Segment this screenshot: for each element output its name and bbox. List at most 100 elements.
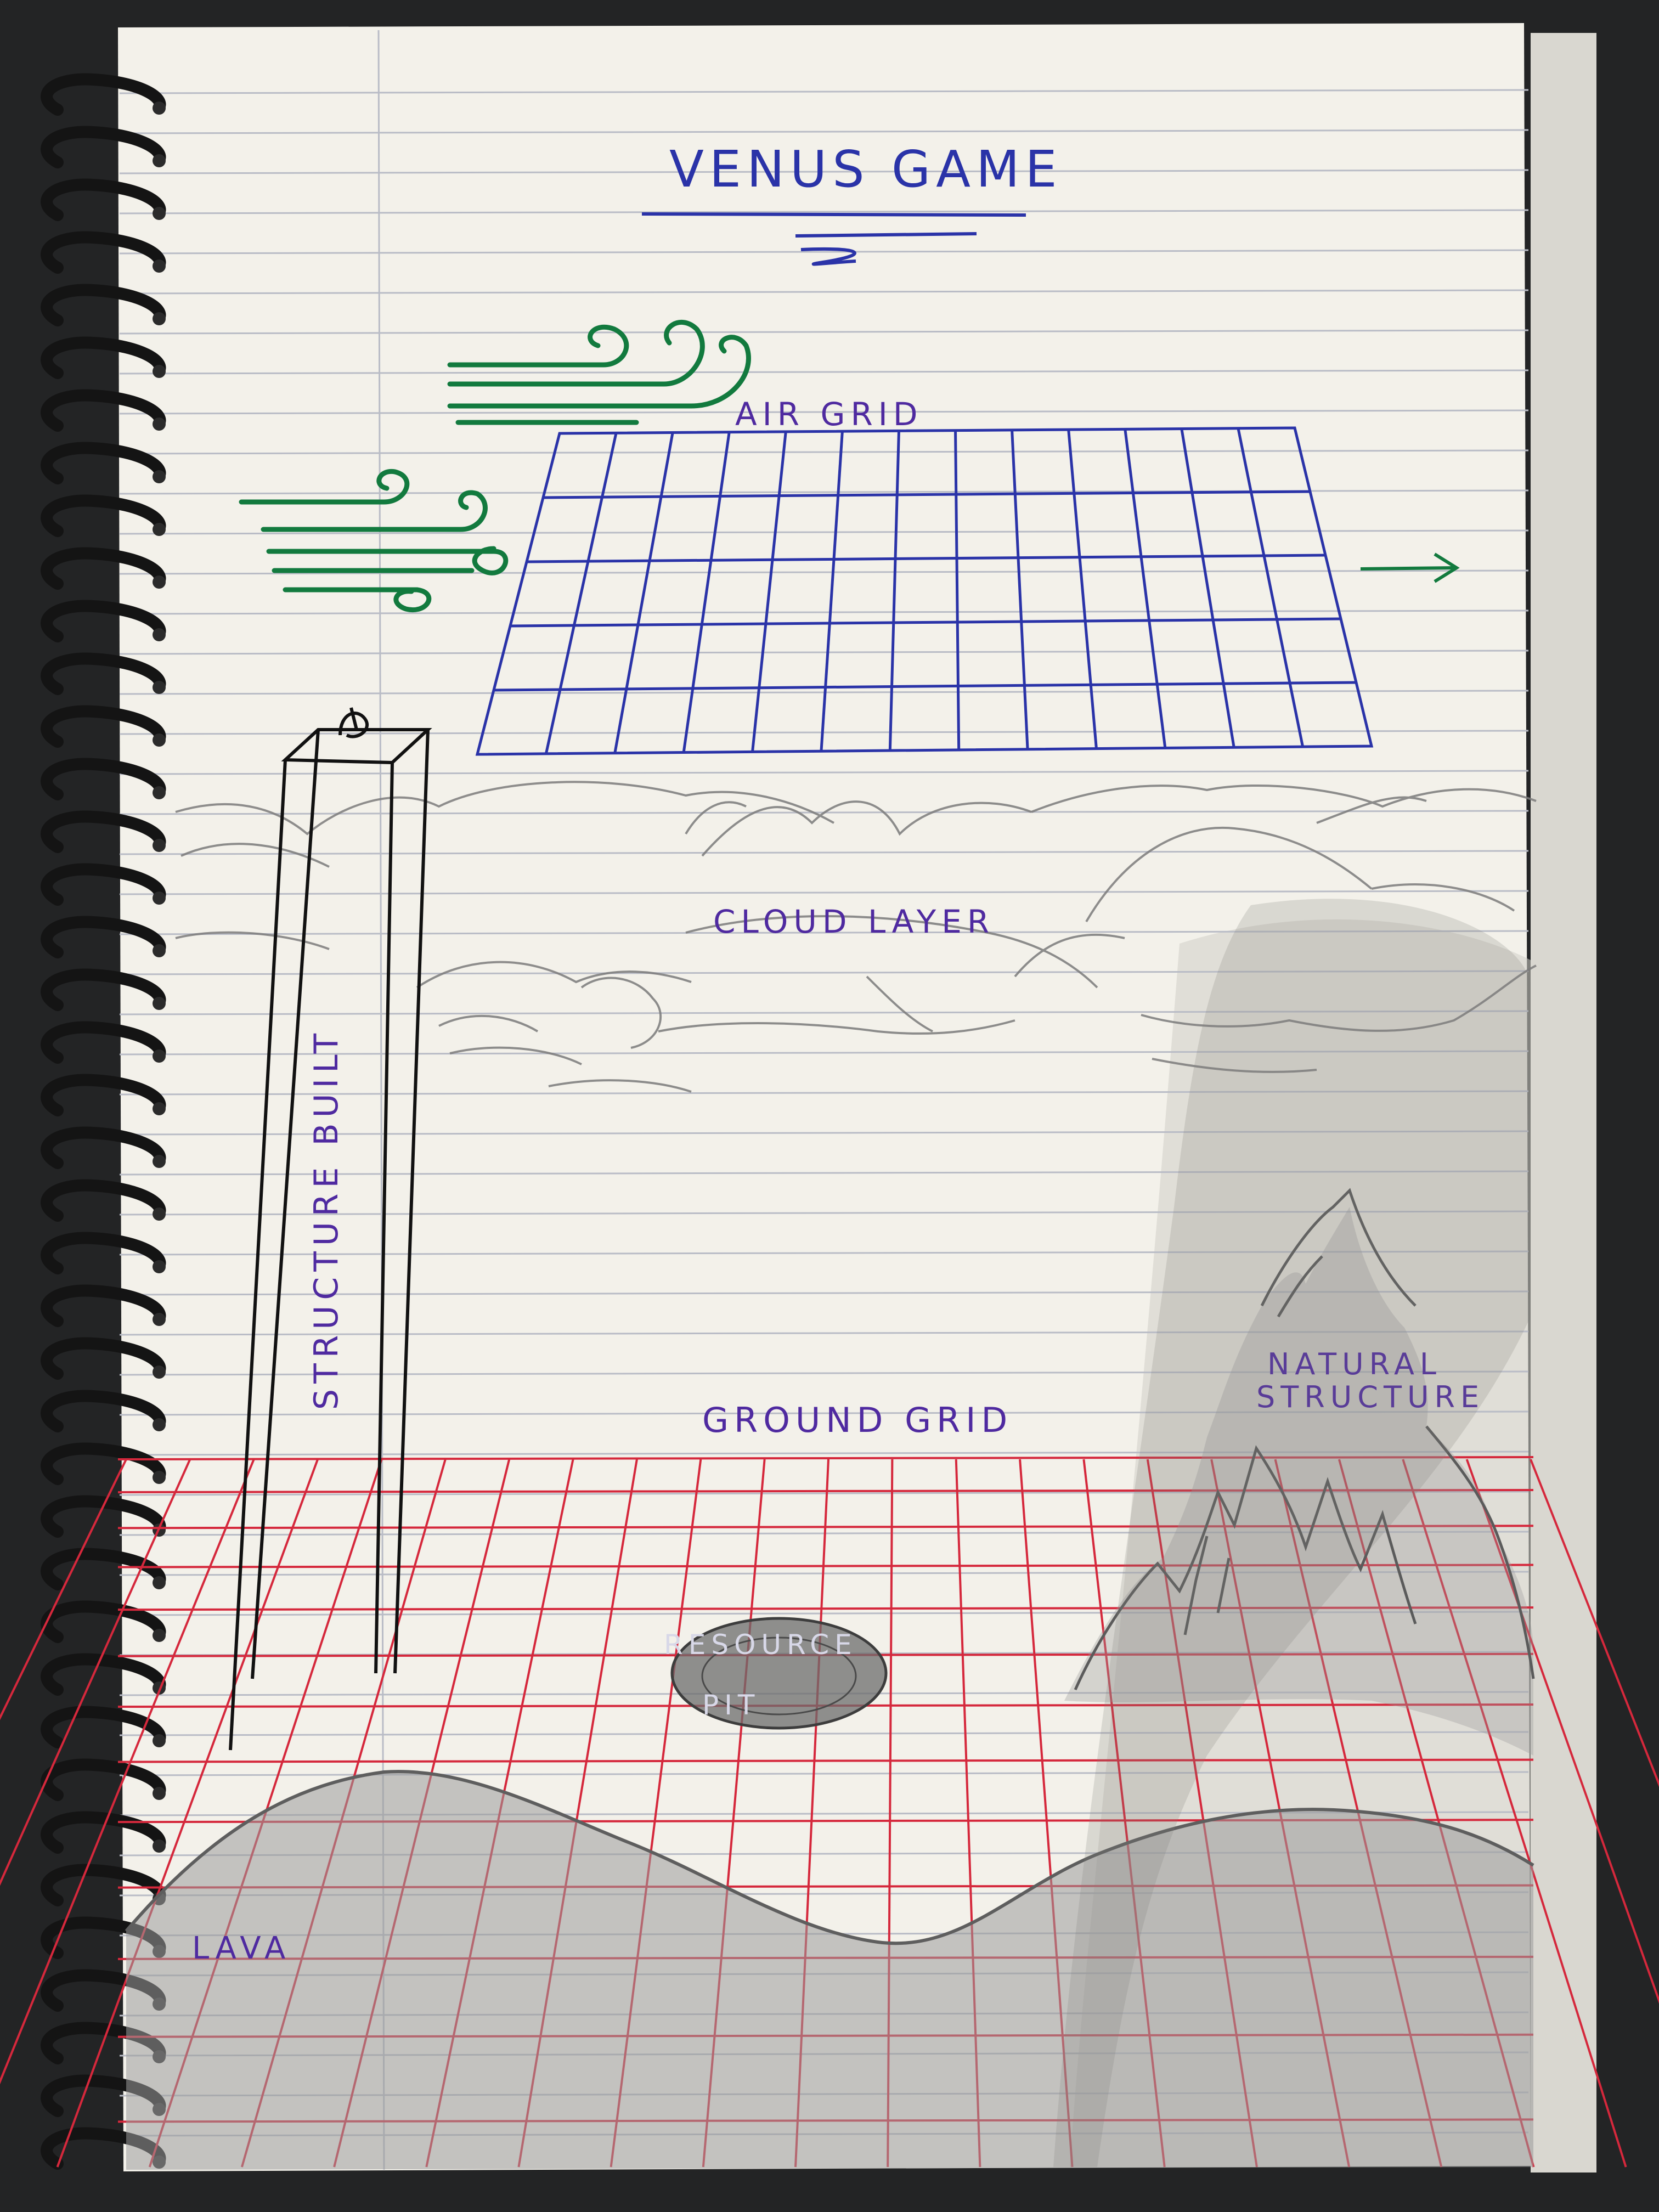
- spiral-coil: [41, 284, 166, 326]
- rule-line: [119, 569, 1529, 575]
- ground-grid-line: [0, 1459, 191, 1886]
- spiral-hole: [153, 1049, 166, 1063]
- spiral-coil: [41, 73, 166, 116]
- air-grid-line: [751, 431, 787, 752]
- air-grid: [475, 426, 1374, 756]
- rule-line: [119, 610, 1529, 615]
- rule-line: [119, 529, 1529, 535]
- lava-label: LAVA: [192, 1931, 291, 1966]
- spiral-hole: [153, 1155, 166, 1168]
- spiral-hole: [153, 1471, 166, 1484]
- page-stack-edge: [1531, 33, 1596, 2172]
- spiral-coil: [41, 600, 166, 642]
- spiral-hole: [153, 101, 166, 115]
- spiral-hole: [153, 1260, 166, 1273]
- rule-line: [119, 369, 1529, 375]
- rule-line: [119, 1050, 1529, 1056]
- title-underline: [641, 212, 1026, 266]
- spiral-hole: [153, 1365, 166, 1379]
- spiral-coil: [41, 810, 166, 853]
- rule-line: [119, 169, 1529, 174]
- spiral-hole: [153, 575, 166, 589]
- spiral-hole: [153, 891, 166, 905]
- cloud-layer-label: CLOUD LAYER: [713, 903, 995, 940]
- spiral-coil: [41, 652, 166, 695]
- spiral-coil: [41, 916, 166, 958]
- resource-pit: [670, 1617, 888, 1730]
- air-grid-line: [526, 554, 1326, 563]
- spiral-coil: [41, 1179, 166, 1222]
- air-grid-line: [543, 490, 1311, 499]
- spiral-hole: [153, 944, 166, 957]
- ground-grid-label: GROUND GRID: [702, 1400, 1013, 1440]
- shadow-overlay: [1053, 899, 1531, 2168]
- spiral-coil: [41, 442, 166, 484]
- spiral-coil: [41, 758, 166, 800]
- rule-line: [119, 730, 1529, 735]
- rule-line: [119, 289, 1529, 295]
- cloud-layer: [175, 781, 1537, 1093]
- spiral-coil: [41, 1390, 166, 1432]
- spiral-coil: [41, 126, 166, 168]
- spiral-coil: [41, 336, 166, 379]
- spiral-coil: [41, 178, 166, 221]
- air-grid-line: [1011, 430, 1029, 749]
- ground-grid-line: [0, 1459, 255, 2085]
- spiral-hole: [153, 733, 166, 747]
- spiral-coil: [41, 1706, 166, 1748]
- ground-grid-line: [117, 1758, 1534, 1763]
- ground-grid-line: [117, 1564, 1534, 1568]
- spiral-coil: [41, 1337, 166, 1380]
- rule-line: [119, 129, 1529, 134]
- rule-line: [119, 850, 1529, 855]
- spiral-hole: [153, 1418, 166, 1431]
- spiral-coil: [41, 547, 166, 590]
- spiral-coil: [41, 494, 166, 537]
- rule-line: [119, 329, 1529, 335]
- ground-grid-line: [1530, 1459, 1659, 1787]
- spiral-hole: [153, 470, 166, 483]
- spiral-coil: [41, 231, 166, 274]
- ground-grid-line: [0, 1459, 127, 1720]
- ground-grid-line: [56, 1459, 319, 2168]
- built-structure: [229, 707, 432, 1751]
- air-grid-line: [544, 432, 618, 754]
- rule-line: [119, 930, 1529, 935]
- spiral-coil: [41, 1074, 166, 1116]
- spiral-hole: [153, 1734, 166, 1747]
- ground-grid-line: [117, 1488, 1534, 1493]
- resource-pit-label-line2: PIT: [702, 1689, 760, 1721]
- rule-line: [119, 970, 1529, 975]
- spiral-coil: [41, 1653, 166, 1696]
- spiral-coil: [41, 1442, 166, 1485]
- spiral-hole: [153, 681, 166, 694]
- natural-structure: [1064, 1188, 1535, 1756]
- arrow-right-icon: [1360, 552, 1460, 583]
- spiral-coil: [41, 389, 166, 432]
- spiral-coil: [41, 1126, 166, 1169]
- air-grid-line: [613, 432, 674, 754]
- rule-line: [119, 770, 1529, 775]
- ground-grid-line: [1402, 1459, 1627, 2168]
- air-grid-line: [1237, 428, 1305, 747]
- air-grid-label: AIR GRID: [735, 396, 923, 433]
- spiral-coil: [41, 705, 166, 748]
- page-title: VENUS GAME: [669, 140, 1063, 199]
- rule-line: [119, 1491, 1529, 1496]
- rule-line: [119, 1410, 1529, 1416]
- spiral-hole: [153, 1207, 166, 1221]
- ground-grid-line: [117, 1456, 1534, 1460]
- spiral-hole: [153, 154, 166, 167]
- spiral-hole: [153, 312, 166, 325]
- rule-line: [119, 1611, 1529, 1616]
- air-grid-line: [510, 617, 1341, 628]
- resource-pit-label-line1: RESOURCE: [664, 1629, 857, 1661]
- air-grid-line: [820, 431, 844, 752]
- spiral-hole: [153, 786, 166, 799]
- rule-line: [119, 1330, 1529, 1336]
- rule-line: [119, 249, 1529, 255]
- rule-line: [119, 890, 1529, 895]
- spiral-hole: [153, 1787, 166, 1800]
- rule-line: [119, 209, 1529, 215]
